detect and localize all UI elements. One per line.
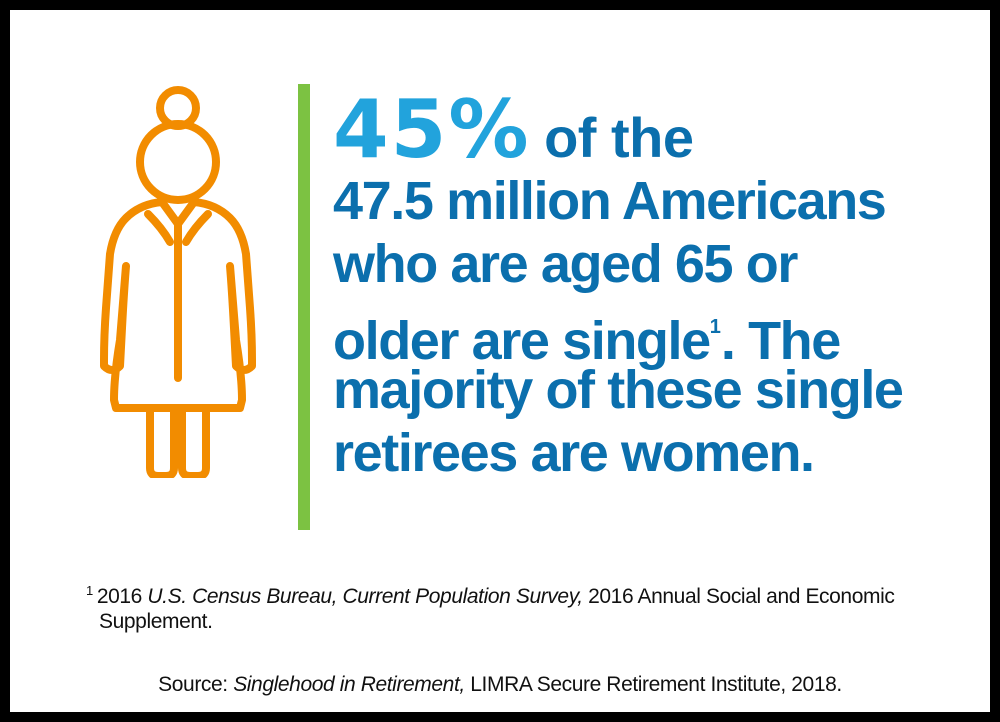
footnote-source-italic: U.S. Census Bureau, Current Population S… xyxy=(147,585,583,608)
source-citation: Source: Singlehood in Retirement, LIMRA … xyxy=(10,672,990,698)
headline-line-4: older are single1. The xyxy=(333,296,973,371)
headline-statistic: 45% of the 47.5 million Americans who ar… xyxy=(333,90,973,485)
footnote: 1 2016 U.S. Census Bureau, Current Popula… xyxy=(86,578,966,634)
headline-line-4-b: . The xyxy=(720,311,841,371)
source-rest: LIMRA Secure Retirement Institute, 2018. xyxy=(470,673,842,696)
headline-line-1-text: of the xyxy=(544,106,694,169)
headline-line-6: retirees are women. xyxy=(333,423,815,483)
source-title: Singlehood in Retirement, xyxy=(233,673,465,696)
percent-figure: 45% xyxy=(333,83,531,176)
headline-line-3: who are aged 65 or xyxy=(333,234,798,294)
reference-marker: 1 xyxy=(709,316,721,338)
headline-line-2: 47.5 million Americans xyxy=(333,171,887,231)
headline-line-1: 45% of the xyxy=(333,90,973,170)
headline-line-5: majority of these single xyxy=(333,360,904,420)
footnote-line-2: Supplement. xyxy=(99,610,213,633)
footnote-rest: 2016 Annual Social and Economic xyxy=(588,585,895,608)
footnote-marker: 1 xyxy=(86,583,93,598)
elderly-woman-icon xyxy=(100,86,256,478)
source-label: Source: xyxy=(158,673,228,696)
green-divider xyxy=(298,84,310,530)
footnote-year: 2016 xyxy=(96,585,143,608)
headline-line-4-a: older are single xyxy=(333,311,711,371)
